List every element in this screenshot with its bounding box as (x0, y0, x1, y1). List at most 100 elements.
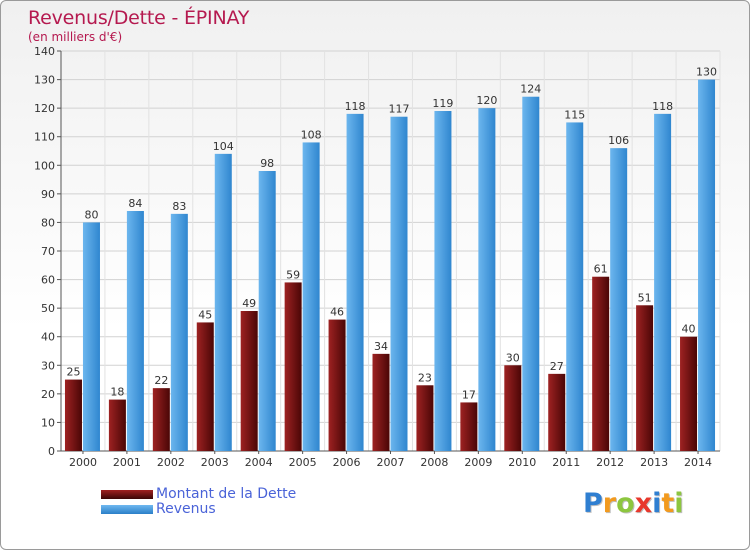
bar-dette (504, 365, 522, 451)
chart-title: Revenus/Dette - ÉPINAY (28, 7, 250, 29)
data-label-revenus: 98 (260, 157, 274, 170)
bar-revenus (478, 108, 496, 452)
data-label-revenus: 108 (301, 128, 322, 141)
y-tick-label: 60 (41, 274, 55, 287)
bar-dette (636, 305, 654, 451)
bar-dette (284, 282, 302, 451)
data-label-revenus: 118 (345, 100, 366, 113)
logo-letter: x (634, 488, 653, 519)
logo-letter: o (616, 488, 635, 519)
bar-revenus (434, 111, 452, 451)
data-label-revenus: 124 (520, 83, 541, 96)
logo-letter: i (674, 488, 684, 519)
data-label-revenus: 104 (213, 140, 234, 153)
y-tick-label: 40 (41, 331, 55, 344)
y-tick-label: 70 (41, 245, 55, 258)
bar-revenus (302, 142, 320, 451)
data-label-revenus: 83 (172, 200, 186, 213)
chart-subtitle: (en milliers d'€) (28, 30, 123, 44)
legend-label-dette: Montant de la Dette (156, 486, 297, 502)
bar-dette (416, 385, 434, 451)
y-tick-label: 100 (34, 159, 55, 172)
data-label-dette: 59 (286, 268, 300, 281)
x-tick-label: 2009 (464, 456, 492, 469)
x-tick-label: 2006 (333, 456, 361, 469)
data-label-revenus: 120 (476, 94, 497, 107)
data-label-revenus: 130 (696, 66, 717, 79)
bar-dette (372, 353, 390, 451)
bar-revenus (522, 96, 540, 451)
x-tick-label: 2003 (201, 456, 229, 469)
bar-dette (152, 388, 170, 451)
bar-dette (548, 373, 566, 451)
bar-revenus (566, 122, 584, 451)
legend-label-revenus: Revenus (156, 501, 216, 517)
x-tick-label: 2011 (552, 456, 580, 469)
x-tick-label: 2010 (508, 456, 536, 469)
data-label-dette: 22 (154, 374, 168, 387)
data-label-revenus: 118 (652, 100, 673, 113)
bar-dette (460, 402, 478, 451)
bar-revenus (170, 213, 188, 451)
bar-revenus (654, 113, 672, 451)
data-labels: 25 80 18 84 22 83 45 104 49 98 59 108 46 118 34 117 23 11… (66, 66, 717, 402)
y-tick-label: 20 (41, 388, 55, 401)
bar-revenus (698, 79, 716, 452)
data-label-dette: 49 (242, 297, 256, 310)
bar-revenus (346, 113, 364, 451)
data-label-dette: 23 (418, 371, 432, 384)
data-label-dette: 25 (66, 366, 80, 379)
data-label-dette: 61 (594, 263, 608, 276)
y-tick-label: 90 (41, 188, 55, 201)
data-label-dette: 34 (374, 340, 388, 353)
logo-letter: P (583, 488, 603, 519)
bar-dette (64, 379, 82, 451)
bar-revenus (258, 171, 276, 451)
bars (64, 79, 716, 452)
legend-swatch-dette (101, 490, 153, 499)
data-label-revenus: 84 (128, 197, 142, 210)
bar-dette (240, 311, 258, 451)
x-tick-label: 2004 (245, 456, 273, 469)
data-label-revenus: 80 (84, 208, 98, 221)
data-label-dette: 40 (682, 323, 696, 336)
data-label-revenus: 117 (389, 103, 410, 116)
data-label-dette: 17 (462, 388, 476, 401)
legend-swatch-revenus (101, 505, 153, 514)
bar-dette (108, 399, 126, 451)
x-tick-label: 2014 (684, 456, 712, 469)
bar-revenus (390, 116, 408, 451)
data-label-dette: 46 (330, 306, 344, 319)
y-tick-label: 50 (41, 302, 55, 315)
data-label-dette: 18 (110, 386, 124, 399)
y-tick-label: 10 (41, 416, 55, 429)
bar-dette (592, 276, 610, 451)
x-tick-label: 2012 (596, 456, 624, 469)
y-tick-label: 0 (48, 445, 55, 458)
bar-revenus (126, 211, 144, 451)
y-tick-label: 120 (34, 102, 55, 115)
x-tick-label: 2001 (113, 456, 141, 469)
x-tick-label: 2005 (289, 456, 317, 469)
bar-revenus (82, 222, 100, 451)
data-label-dette: 27 (550, 360, 564, 373)
y-tick-label: 30 (41, 359, 55, 372)
proxiti-logo: Proxiti (583, 488, 684, 519)
y-tick-label: 80 (41, 216, 55, 229)
y-tick-label: 110 (34, 131, 55, 144)
data-label-dette: 45 (198, 308, 212, 321)
data-label-revenus: 115 (564, 108, 585, 121)
x-tick-label: 2002 (157, 456, 185, 469)
bar-dette (680, 336, 698, 451)
x-tick-label: 2007 (377, 456, 405, 469)
data-label-dette: 30 (506, 351, 520, 364)
bar-dette (328, 319, 346, 451)
x-tick-label: 2000 (69, 456, 97, 469)
data-label-revenus: 106 (608, 134, 629, 147)
y-tick-label: 130 (34, 74, 55, 87)
bar-revenus (610, 148, 628, 451)
bar-dette (196, 322, 214, 451)
logo-letter: t (661, 488, 675, 519)
